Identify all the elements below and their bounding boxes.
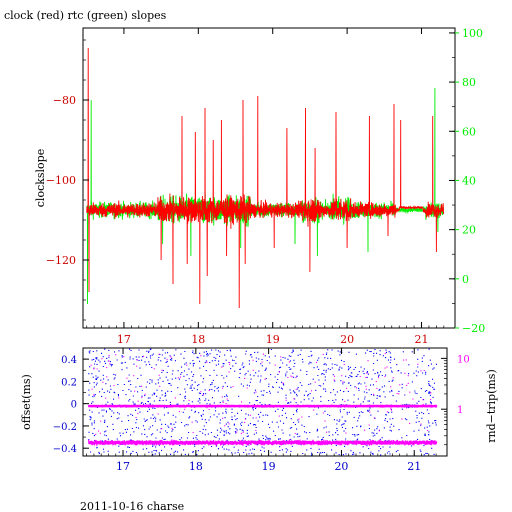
- y-tick-label: −80: [53, 94, 76, 107]
- x-tick-label: 20: [340, 333, 354, 346]
- y-tick-label: −0.4: [53, 444, 77, 455]
- y-tick-label: 0.4: [61, 355, 77, 366]
- x-tick-label: 21: [407, 460, 421, 473]
- rnd-trip-lower-band: [88, 439, 438, 446]
- chart-title: clock (red) rtc (green) slopes: [4, 9, 167, 22]
- slopes-frame: [82, 27, 456, 329]
- offset-axes: 17 18 19 20 21 −0.4 −0.2 0 0.2 0.4 1 10: [53, 348, 470, 473]
- slopes-chart: 17 18 19 20 21 −120 −100 −80 −20 0 20 40 60 80 100 clo…: [34, 27, 485, 346]
- y-tick-label: −0.2: [53, 422, 77, 433]
- y-tick-label: 0.2: [61, 377, 77, 388]
- y2-tick-label: −20: [462, 322, 485, 335]
- y2-tick-label: 80: [462, 76, 476, 89]
- x-tick-label: 18: [189, 460, 203, 473]
- x-tick-label: 18: [191, 333, 205, 346]
- y2-tick-label: 60: [462, 125, 476, 138]
- y2-tick-label: 20: [462, 224, 476, 237]
- x-tick-label: 17: [116, 460, 130, 473]
- slopes-plot-area: [86, 47, 445, 309]
- series-line-clock: [86, 47, 445, 309]
- y2-tick-label: 10: [457, 354, 470, 365]
- y-tick-label: −120: [46, 254, 76, 267]
- rnd-trip-scatter: [90, 353, 432, 435]
- offset-points: [88, 348, 437, 456]
- footer-date: 2011-10-16 charse: [80, 500, 184, 512]
- y2-tick-label: 100: [462, 27, 483, 40]
- series-line-rtc: [86, 87, 445, 305]
- slopes-axes: 17 18 19 20 21 −120 −100 −80 −20 0 20 40 60 80 100: [46, 27, 485, 346]
- rnd-trip-upper-band: [88, 404, 438, 408]
- offset-frame: [82, 347, 448, 457]
- x-tick-label: 21: [415, 333, 429, 346]
- x-tick-label: 17: [117, 333, 131, 346]
- y2-tick-label: 40: [462, 174, 476, 187]
- offset-plot-area: [88, 348, 438, 456]
- x-tick-label: 19: [262, 460, 276, 473]
- y2-axis-label-rnd-trip: rnd−trip(ms): [485, 369, 498, 443]
- y-tick-label: 0: [71, 400, 77, 411]
- y-axis-label-offset: offset(ms): [20, 374, 33, 430]
- y-axis-label-clockslope: clockslope: [34, 149, 47, 207]
- x-tick-label: 19: [266, 333, 280, 346]
- x-tick-label: 20: [334, 460, 348, 473]
- y2-tick-label: 1: [457, 405, 463, 416]
- y-tick-label: −100: [46, 174, 76, 187]
- y2-tick-label: 0: [462, 273, 469, 286]
